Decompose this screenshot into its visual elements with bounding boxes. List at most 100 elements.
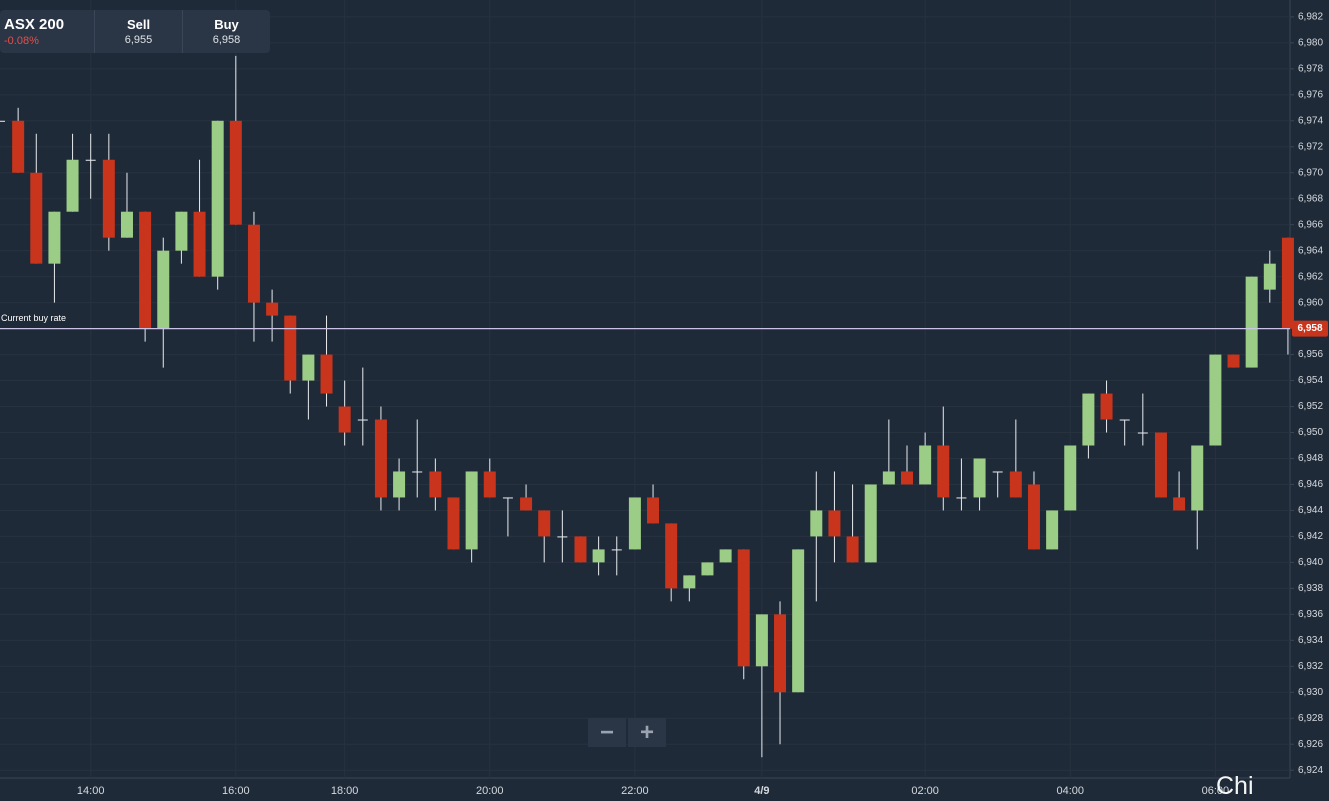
candle-body bbox=[557, 536, 568, 538]
y-tick-label: 6,966 bbox=[1298, 219, 1323, 230]
y-tick-label: 6,962 bbox=[1298, 271, 1323, 282]
candle-body bbox=[520, 497, 533, 511]
candle-body bbox=[1100, 393, 1113, 420]
candle-body bbox=[574, 536, 587, 563]
candle-body bbox=[810, 510, 823, 537]
candle-body bbox=[483, 471, 496, 498]
candle-body bbox=[465, 471, 478, 550]
candle-body bbox=[992, 471, 1003, 473]
candle-body bbox=[0, 120, 5, 122]
candle-body bbox=[66, 159, 79, 212]
y-tick-label: 6,948 bbox=[1298, 453, 1323, 464]
candle-body bbox=[12, 120, 25, 173]
candle-body bbox=[139, 211, 152, 329]
y-tick-label: 6,944 bbox=[1298, 505, 1323, 516]
y-tick-label: 6,928 bbox=[1298, 713, 1323, 724]
candle-body bbox=[665, 523, 678, 589]
candle-body bbox=[30, 172, 43, 264]
y-tick-label: 6,950 bbox=[1298, 427, 1323, 438]
watermark: Chi na2au bbox=[1216, 772, 1254, 800]
candle-body bbox=[719, 549, 732, 563]
instrument-change: -0.08% bbox=[4, 35, 39, 47]
y-tick-label: 6,934 bbox=[1298, 635, 1323, 646]
current-rate-label: 6,958 bbox=[1297, 323, 1322, 334]
y-tick-label: 6,964 bbox=[1298, 245, 1323, 256]
candle-body bbox=[755, 614, 768, 667]
candle-body bbox=[429, 471, 442, 498]
candle-body bbox=[1119, 419, 1130, 421]
instrument-name: ASX 200 bbox=[4, 16, 65, 33]
y-tick-label: 6,924 bbox=[1298, 765, 1323, 776]
candle-body bbox=[302, 354, 315, 381]
candle-body bbox=[120, 211, 133, 238]
zoom-controls: − + bbox=[588, 718, 666, 747]
instrument-ticket[interactable]: ASX 200 -0.08% Sell 6,955 Buy 6,958 bbox=[0, 10, 270, 53]
candle-body bbox=[1046, 510, 1059, 550]
candle-body bbox=[1173, 497, 1186, 511]
y-tick-label: 6,954 bbox=[1298, 375, 1323, 386]
y-tick-label: 6,972 bbox=[1298, 141, 1323, 152]
candle-body bbox=[284, 315, 297, 381]
y-tick-label: 6,926 bbox=[1298, 739, 1323, 750]
candle-body bbox=[502, 497, 513, 499]
candle-body bbox=[973, 458, 986, 498]
buy-label: Buy bbox=[214, 17, 239, 32]
candle-body bbox=[956, 497, 967, 499]
candle-body bbox=[1137, 432, 1148, 434]
y-tick-label: 6,940 bbox=[1298, 557, 1323, 568]
sell-price: 6,955 bbox=[124, 34, 153, 46]
x-tick-label: 04:00 bbox=[1056, 785, 1084, 797]
y-tick-label: 6,968 bbox=[1298, 193, 1323, 204]
candle-body bbox=[737, 549, 750, 667]
candle-body bbox=[919, 445, 932, 485]
candle-body bbox=[229, 120, 242, 225]
x-tick-label: 18:00 bbox=[331, 785, 359, 797]
x-tick-label: 06:00 bbox=[1202, 785, 1230, 797]
candle-body bbox=[1209, 354, 1222, 446]
y-tick-label: 6,930 bbox=[1298, 687, 1323, 698]
candle-body bbox=[792, 549, 805, 693]
candle-body bbox=[193, 211, 206, 277]
candle-body bbox=[338, 406, 351, 433]
candle-body bbox=[48, 211, 61, 264]
candle-body bbox=[1281, 237, 1294, 329]
candle-body bbox=[774, 614, 787, 693]
candle-body bbox=[538, 510, 551, 537]
zoom-in-button[interactable]: + bbox=[628, 718, 666, 747]
candle-body bbox=[628, 497, 641, 550]
y-tick-label: 6,982 bbox=[1298, 12, 1323, 23]
candle-body bbox=[1064, 445, 1077, 511]
candle-body bbox=[937, 445, 950, 498]
y-tick-label: 6,976 bbox=[1298, 89, 1323, 100]
candle-body bbox=[1082, 393, 1095, 446]
zoom-out-button[interactable]: − bbox=[588, 718, 626, 747]
sell-cell[interactable]: Sell 6,955 bbox=[95, 10, 183, 53]
candle-body bbox=[85, 159, 96, 161]
current-rate-tag bbox=[1292, 320, 1328, 337]
candle-body bbox=[683, 575, 696, 589]
candle-body bbox=[647, 497, 660, 524]
candle-body bbox=[592, 549, 605, 563]
candle-body bbox=[211, 120, 224, 277]
candle-body bbox=[1009, 471, 1022, 498]
candle-body bbox=[611, 549, 622, 551]
candle-body bbox=[266, 302, 279, 316]
candle-body bbox=[102, 159, 115, 238]
y-tick-label: 6,978 bbox=[1298, 63, 1323, 74]
y-tick-label: 6,938 bbox=[1298, 583, 1323, 594]
candle-body bbox=[1263, 263, 1276, 290]
x-tick-label: 14:00 bbox=[77, 785, 105, 797]
candle-body bbox=[393, 471, 406, 498]
y-tick-label: 6,946 bbox=[1298, 479, 1323, 490]
instrument-cell: ASX 200 -0.08% bbox=[0, 10, 95, 53]
y-tick-label: 6,956 bbox=[1298, 349, 1323, 360]
y-tick-label: 6,932 bbox=[1298, 661, 1323, 672]
candle-body bbox=[247, 224, 260, 303]
buy-cell[interactable]: Buy 6,958 bbox=[183, 10, 270, 53]
candle-body bbox=[157, 250, 170, 329]
candle-body bbox=[412, 471, 423, 473]
candle-body bbox=[1154, 432, 1167, 498]
candle-body bbox=[701, 562, 714, 576]
